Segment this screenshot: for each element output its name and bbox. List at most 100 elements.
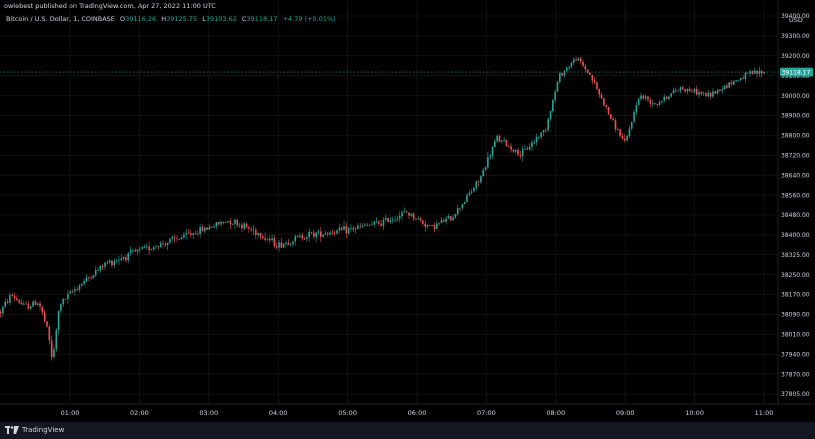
candle-body — [533, 141, 536, 143]
candle-body — [55, 330, 58, 350]
candle-body — [707, 92, 710, 97]
candle-body — [723, 85, 726, 90]
candle-body — [433, 225, 436, 229]
candle-body — [16, 298, 18, 301]
candle-body — [663, 96, 666, 101]
candle-body — [20, 302, 23, 305]
y-tick-label: 39300.00 — [781, 33, 810, 40]
y-tick-label: 39200.00 — [781, 53, 810, 60]
candle-body — [243, 223, 246, 229]
candle-body — [317, 231, 320, 233]
candle-body — [248, 227, 250, 229]
candle-body — [681, 87, 684, 90]
candle-body — [41, 306, 44, 313]
candle-body — [368, 225, 371, 226]
candle-body — [336, 229, 338, 234]
price-chart[interactable]: 39400.0039300.0039200.0039100.0039000.00… — [0, 0, 815, 422]
candle-body — [635, 105, 638, 112]
candle-body — [366, 224, 369, 226]
candle-body — [487, 157, 489, 168]
candle-body — [410, 213, 413, 216]
candle-body — [148, 246, 150, 251]
published-by-text: owlebest published on TradingView.com, A… — [4, 2, 216, 10]
candle-body — [299, 235, 301, 237]
candle-body — [603, 98, 605, 106]
candle-body — [728, 82, 730, 88]
candle-body — [607, 107, 610, 115]
candle-body — [709, 92, 712, 97]
candle-body — [308, 231, 311, 238]
candles — [0, 56, 765, 361]
candle-body — [190, 233, 192, 235]
candle-body — [403, 211, 406, 213]
candle-body — [111, 260, 113, 266]
candle-body — [101, 266, 104, 268]
candle-body — [331, 232, 334, 234]
candle-body — [271, 238, 273, 241]
candle-body — [538, 137, 540, 138]
candle-body — [373, 221, 375, 225]
time-axis[interactable]: 01:00 02:00 03:00 04:00 05:00 06:00 07:00 08:00… — [61, 409, 774, 417]
tradingview-logo[interactable]: TradingView — [5, 426, 64, 434]
x-tick-label: 04:00 — [269, 409, 288, 417]
candle-body — [113, 261, 116, 266]
candle-body — [633, 111, 635, 123]
candle-body — [700, 91, 703, 94]
candle-body — [686, 88, 689, 92]
candle-body — [220, 222, 222, 225]
candle-body — [287, 242, 290, 246]
candle-body — [87, 277, 90, 279]
candle-body — [303, 238, 306, 240]
candle-body — [384, 217, 387, 220]
candle-body — [396, 218, 399, 220]
candle-body — [640, 95, 642, 100]
candle-body — [199, 227, 201, 235]
x-tick-label: 05:00 — [338, 409, 357, 417]
candle-body — [456, 207, 459, 215]
candle-body — [637, 99, 640, 106]
candle-body — [438, 222, 440, 224]
candle-body — [559, 73, 561, 83]
candle-body — [512, 149, 515, 152]
y-tick-label: 38800.00 — [781, 133, 810, 140]
candle-body — [152, 247, 155, 250]
candle-body — [264, 238, 266, 240]
candle-body — [726, 85, 728, 88]
candle-body — [561, 73, 563, 76]
candle-body — [94, 269, 97, 276]
candle-body — [477, 181, 480, 183]
candle-body — [684, 89, 686, 92]
candle-body — [623, 138, 626, 141]
candle-body — [733, 81, 735, 85]
candle-body — [64, 298, 67, 300]
candle-body — [178, 239, 181, 240]
legend-low-label: L — [202, 15, 206, 23]
y-tick-label: 38250.00 — [781, 272, 810, 279]
candle-body — [322, 234, 324, 237]
grid — [0, 0, 778, 404]
candle-body — [375, 221, 378, 223]
candle-body — [185, 232, 188, 235]
candle-body — [677, 90, 679, 92]
candle-body — [698, 91, 700, 95]
candle-body — [675, 90, 677, 92]
candle-body — [364, 224, 366, 226]
candle-body — [760, 70, 763, 74]
candle-body — [25, 303, 27, 305]
candle-body — [693, 88, 696, 93]
candle-body — [136, 249, 139, 252]
candle-body — [591, 74, 594, 81]
candle-body — [268, 238, 271, 241]
candle-body — [556, 82, 559, 92]
candle-body — [422, 220, 424, 224]
candle-body — [617, 129, 619, 130]
candle-body — [2, 306, 4, 314]
legend-open-label: O — [120, 15, 125, 23]
last-price-value: 39118.17 — [782, 69, 811, 76]
candle-body — [719, 89, 721, 91]
candle-body — [382, 219, 385, 226]
candle-body — [9, 295, 11, 303]
candle-body — [449, 216, 452, 221]
candle-body — [582, 61, 584, 66]
candle-body — [498, 136, 501, 142]
